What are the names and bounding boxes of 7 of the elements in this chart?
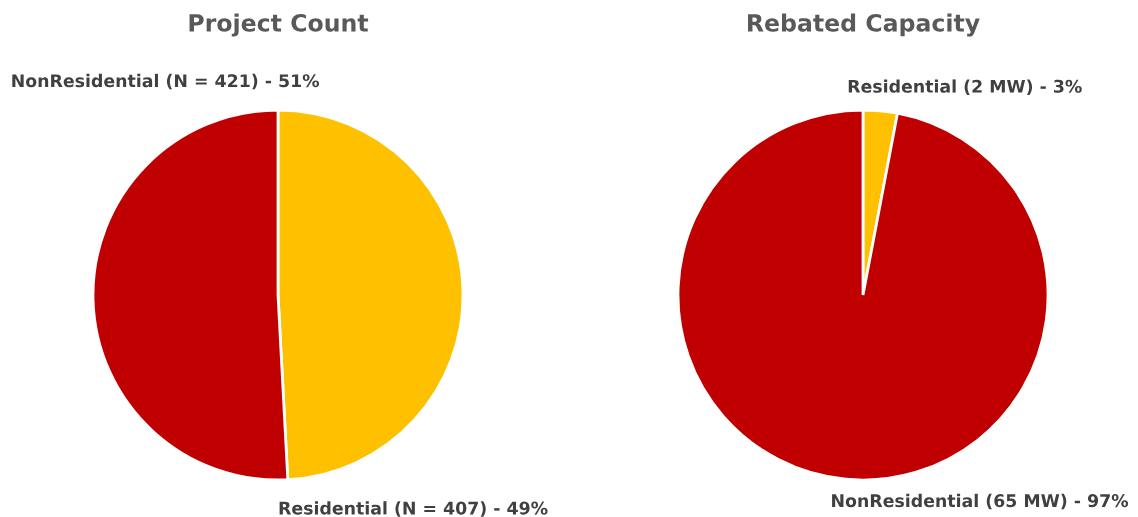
slice-label: NonResidential (65 MW) - 97%: [832, 493, 1129, 510]
chart-title: Project Count: [189, 13, 369, 37]
slice-label: NonResidential (N = 421) - 51%: [12, 73, 320, 90]
chart-title: Rebated Capacity: [748, 13, 980, 37]
slice-label: Residential (N = 407) - 49%: [279, 501, 548, 517]
slice-label: Residential (2 MW) - 3%: [848, 79, 1082, 95]
pie-slice: [676, 108, 1050, 482]
